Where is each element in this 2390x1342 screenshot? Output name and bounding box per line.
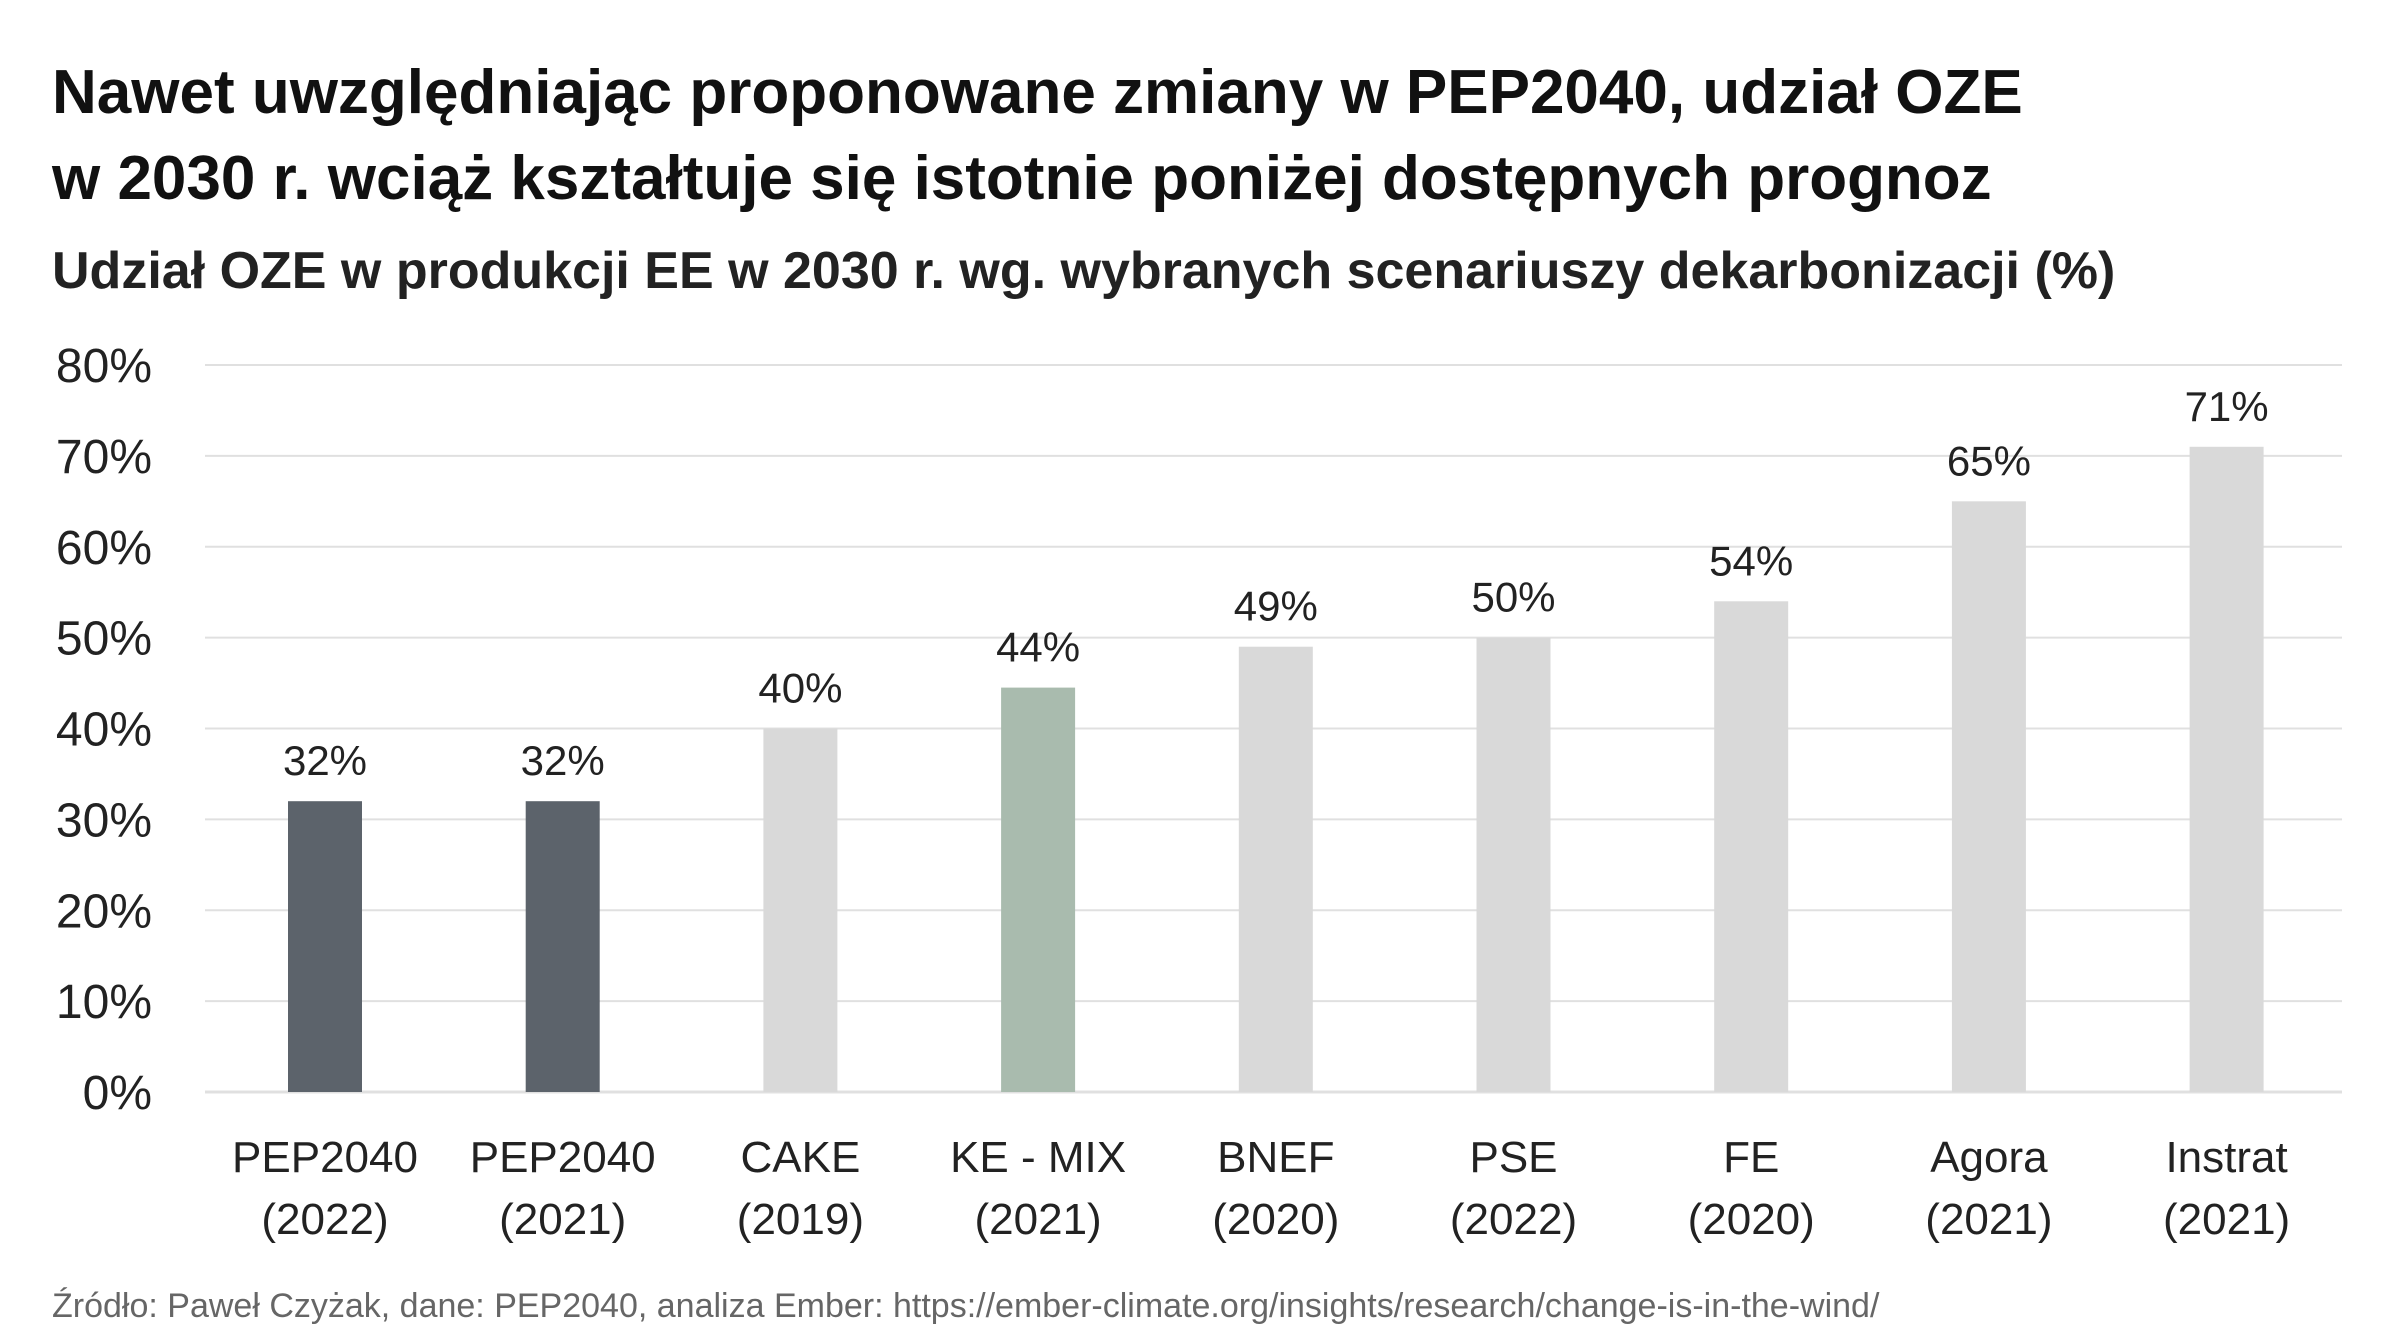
- x-axis-ticks: PEP2040 (2022) PEP2040 (2021) CAKE (2019) KE -…: [232, 1133, 2290, 1244]
- y-tick-label: 80%: [56, 340, 152, 393]
- x-tick-sublabel: (2021): [1925, 1195, 2052, 1244]
- bar: [288, 801, 362, 1092]
- bars: [288, 446, 2264, 1093]
- x-tick-sublabel: (2022): [261, 1195, 388, 1244]
- y-tick-label: 70%: [56, 431, 152, 484]
- y-tick-label: 40%: [56, 704, 152, 757]
- data-label: 71%: [2185, 383, 2269, 430]
- bar-chart: 0% 10% 20% 30% 40% 50% 60% 70% 80% 32% 32% 40% 44% 4…: [56, 340, 2342, 1244]
- y-tick-label: 10%: [56, 976, 152, 1029]
- data-label: 44%: [996, 624, 1080, 671]
- bar: [1001, 687, 1076, 1092]
- x-tick-label: PSE: [1469, 1133, 1557, 1182]
- x-tick-label: PEP2040: [470, 1133, 656, 1182]
- data-label: 54%: [1709, 537, 1793, 584]
- data-label: 49%: [1234, 583, 1318, 630]
- x-tick-label: Instrat: [2165, 1133, 2287, 1182]
- chart-title-line-2: w 2030 r. wciąż kształtuje się istotnie …: [52, 144, 1992, 213]
- x-tick-sublabel: (2021): [2163, 1195, 2290, 1244]
- x-tick-sublabel: (2020): [1688, 1195, 1815, 1244]
- data-label: 50%: [1471, 574, 1555, 621]
- bar: [525, 801, 600, 1092]
- bar: [2189, 446, 2264, 1093]
- x-tick-label: Agora: [1930, 1133, 2048, 1182]
- chart-title-line-1: Nawet uwzględniając proponowane zmiany w…: [52, 58, 2023, 127]
- x-tick-sublabel: (2020): [1212, 1195, 1339, 1244]
- x-tick-sublabel: (2021): [499, 1195, 626, 1244]
- data-label: 40%: [758, 665, 842, 712]
- x-tick-label: PEP2040: [232, 1133, 418, 1182]
- y-axis-ticks: 0% 10% 20% 30% 40% 50% 60% 70% 80%: [56, 340, 152, 1120]
- data-labels: 32% 32% 40% 44% 49% 50% 54% 65% 71%: [283, 383, 2269, 784]
- chart-subtitle: Udział OZE w produkcji EE w 2030 r. wg. …: [52, 242, 2116, 300]
- x-tick-sublabel: (2022): [1450, 1195, 1577, 1244]
- bar: [1714, 601, 1789, 1092]
- x-tick-label: BNEF: [1217, 1133, 1334, 1182]
- bar: [1476, 637, 1551, 1092]
- y-tick-label: 0%: [83, 1067, 152, 1120]
- y-tick-label: 20%: [56, 885, 152, 938]
- data-label: 32%: [283, 737, 367, 784]
- data-label: 65%: [1947, 437, 2031, 484]
- y-tick-label: 60%: [56, 522, 152, 575]
- bar: [1951, 501, 2026, 1092]
- x-tick-sublabel: (2019): [737, 1195, 864, 1244]
- source-note: Źródło: Paweł Czyżak, dane: PEP2040, ana…: [52, 1287, 1880, 1325]
- data-label: 32%: [521, 737, 605, 784]
- bar: [1238, 646, 1313, 1092]
- chart-title: Nawet uwzględniając proponowane zmiany w…: [52, 50, 2332, 222]
- y-tick-label: 50%: [56, 613, 152, 666]
- x-tick-label: FE: [1723, 1133, 1779, 1182]
- y-tick-label: 30%: [56, 794, 152, 847]
- x-tick-sublabel: (2021): [975, 1195, 1102, 1244]
- x-tick-label: KE - MIX: [950, 1133, 1126, 1182]
- x-tick-label: CAKE: [740, 1133, 860, 1182]
- bar: [763, 728, 838, 1092]
